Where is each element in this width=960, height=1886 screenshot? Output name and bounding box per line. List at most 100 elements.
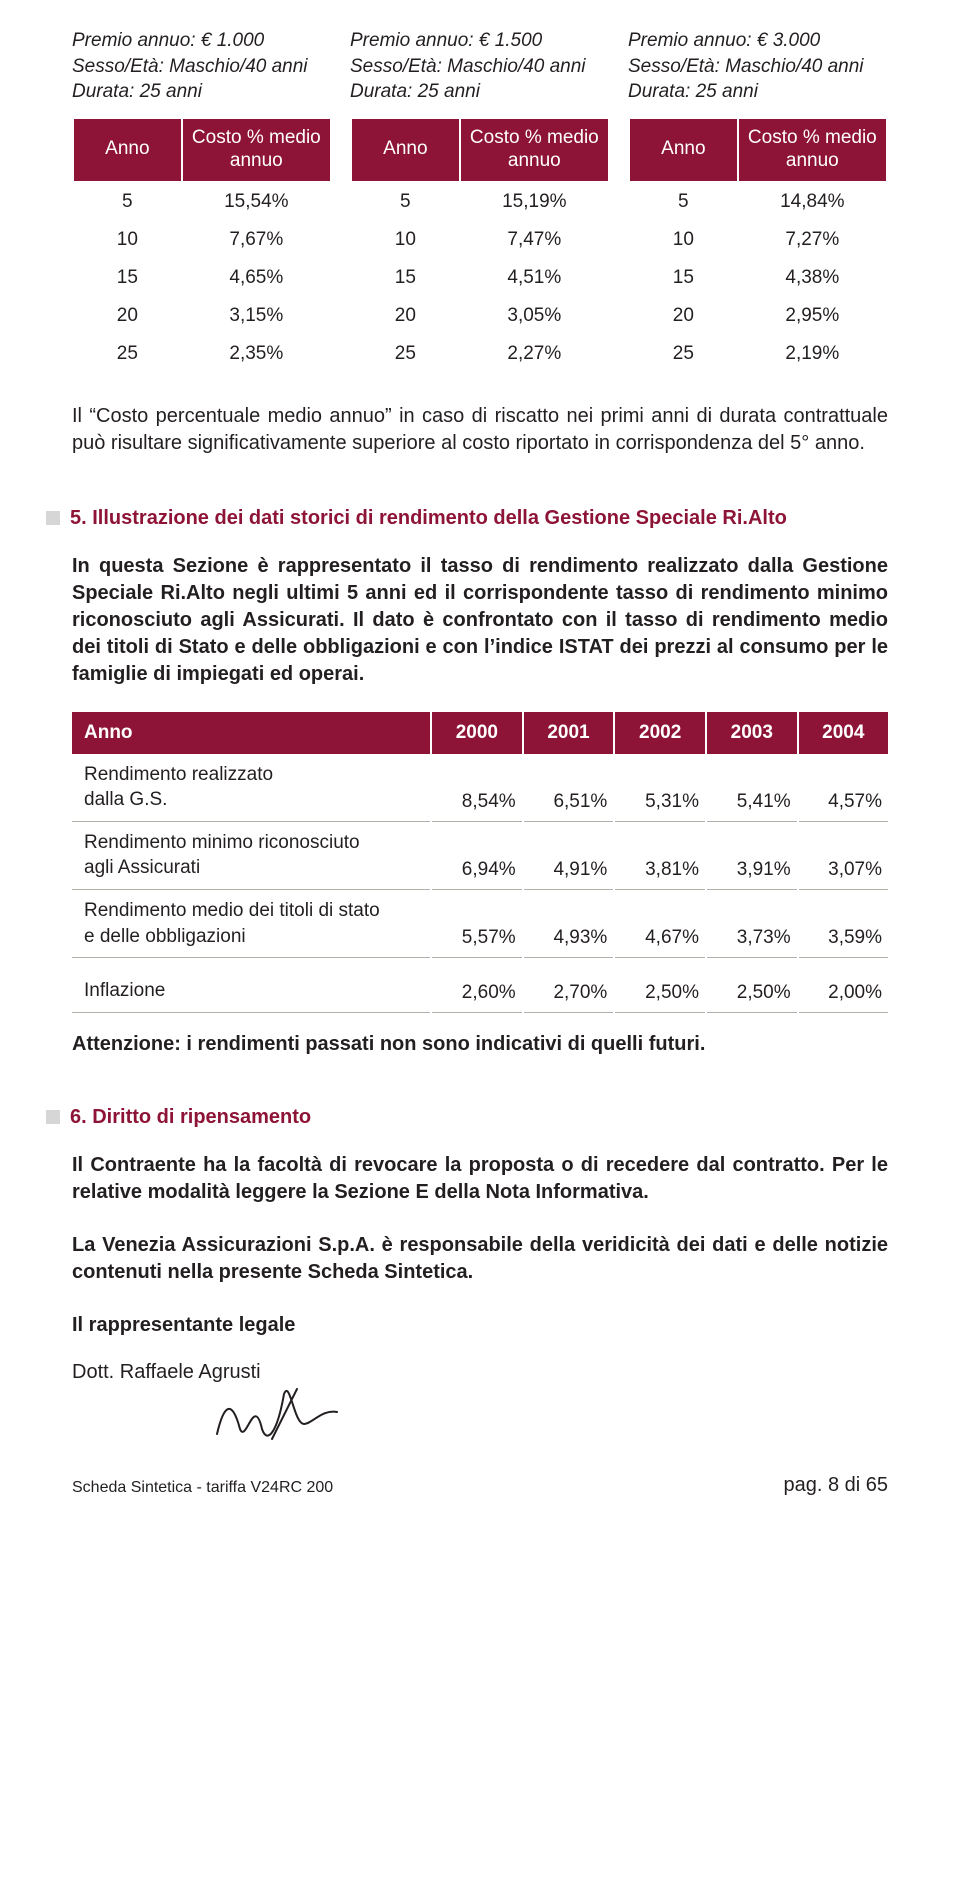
premio-block-2: Premio annuo: € 1.500 Sesso/Età: Maschio…	[350, 28, 610, 375]
cell: 5	[630, 185, 737, 219]
attenzione-text: Attenzione: i rendimenti passati non son…	[72, 1033, 888, 1056]
rend-row-label: Inflazione	[72, 970, 431, 1012]
cell: 2,35%	[183, 337, 330, 371]
cell: 15	[630, 261, 737, 295]
costo-paragraph: Il “Costo percentuale medio annuo” in ca…	[72, 403, 888, 457]
cell: 4,57%	[798, 754, 888, 822]
premio-th-anno: Anno	[630, 119, 737, 181]
section5-heading: 5. Illustrazione dei dati storici di ren…	[72, 505, 888, 531]
section6-paragraph1: Il Contraente ha la facoltà di revocare …	[72, 1152, 888, 1206]
premio-header: Premio annuo: € 3.000 Sesso/Età: Maschio…	[628, 28, 888, 105]
cell: 8,54%	[431, 754, 523, 822]
cell: 7,67%	[183, 223, 330, 257]
cell: 25	[630, 337, 737, 371]
premio-header: Premio annuo: € 1.000 Sesso/Età: Maschio…	[72, 28, 332, 105]
cell: 5	[74, 185, 181, 219]
premio-line1: Premio annuo: € 1.000	[72, 30, 264, 51]
cell: 2,95%	[739, 299, 886, 333]
cell: 10	[630, 223, 737, 257]
cell: 4,51%	[461, 261, 608, 295]
cell: 3,81%	[614, 821, 706, 889]
cell: 4,93%	[523, 890, 615, 958]
cell: 2,27%	[461, 337, 608, 371]
cell: 2,19%	[739, 337, 886, 371]
cell: 4,38%	[739, 261, 886, 295]
cell: 4,91%	[523, 821, 615, 889]
premio-block-1: Premio annuo: € 1.000 Sesso/Età: Maschio…	[72, 28, 332, 375]
footer-left: Scheda Sintetica - tariffa V24RC 200	[72, 1479, 333, 1497]
cell: 15,19%	[461, 185, 608, 219]
premio-th-anno: Anno	[352, 119, 459, 181]
rend-row-label: Rendimento minimo riconosciutoagli Assic…	[72, 821, 431, 889]
premio-table-2: Anno Costo % medio annuo 515,19% 107,47%…	[350, 115, 610, 375]
premio-line1: Premio annuo: € 3.000	[628, 30, 820, 51]
premio-th-anno: Anno	[74, 119, 181, 181]
cell: 10	[74, 223, 181, 257]
cell: 25	[74, 337, 181, 371]
cell: 2,60%	[431, 970, 523, 1012]
cell: 2,50%	[706, 970, 798, 1012]
page-footer: Scheda Sintetica - tariffa V24RC 200 pag…	[72, 1474, 888, 1497]
signature-block: Dott. Raffaele Agrusti	[72, 1361, 888, 1444]
premio-block-3: Premio annuo: € 3.000 Sesso/Età: Maschio…	[628, 28, 888, 375]
cell: 3,73%	[706, 890, 798, 958]
premio-line2: Sesso/Età: Maschio/40 anni	[72, 56, 308, 77]
footer-right: pag. 8 di 65	[783, 1474, 888, 1497]
premio-table-3: Anno Costo % medio annuo 514,84% 107,27%…	[628, 115, 888, 375]
section5-paragraph: In questa Sezione è rappresentato il tas…	[72, 553, 888, 688]
rend-th-year: 2003	[706, 712, 798, 754]
cell: 25	[352, 337, 459, 371]
cell: 15,54%	[183, 185, 330, 219]
premio-line2: Sesso/Età: Maschio/40 anni	[350, 56, 586, 77]
section5-title: 5. Illustrazione dei dati storici di ren…	[70, 505, 787, 531]
rend-row-label: Rendimento medio dei titoli di statoe de…	[72, 890, 431, 958]
premio-th-costo: Costo % medio annuo	[739, 119, 886, 181]
cell: 3,91%	[706, 821, 798, 889]
premio-line2: Sesso/Età: Maschio/40 anni	[628, 56, 864, 77]
bullet-icon	[46, 511, 60, 525]
premio-header: Premio annuo: € 1.500 Sesso/Età: Maschio…	[350, 28, 610, 105]
cell: 5	[352, 185, 459, 219]
section6-title: 6. Diritto di ripensamento	[70, 1104, 311, 1130]
cell: 14,84%	[739, 185, 886, 219]
rend-th-year: 2002	[614, 712, 706, 754]
cell: 4,67%	[614, 890, 706, 958]
section6-heading: 6. Diritto di ripensamento	[72, 1104, 888, 1130]
rend-th-year: 2000	[431, 712, 523, 754]
cell: 6,51%	[523, 754, 615, 822]
premio-table-1: Anno Costo % medio annuo 515,54% 107,67%…	[72, 115, 332, 375]
cell: 3,59%	[798, 890, 888, 958]
cell: 7,27%	[739, 223, 886, 257]
rend-th-anno: Anno	[72, 712, 431, 754]
cell: 20	[352, 299, 459, 333]
representative-name: Dott. Raffaele Agrusti	[72, 1361, 261, 1383]
cell: 5,41%	[706, 754, 798, 822]
cell: 2,70%	[523, 970, 615, 1012]
signature-icon	[212, 1384, 342, 1444]
gap-cell	[72, 958, 888, 971]
cell: 2,00%	[798, 970, 888, 1012]
cell: 3,05%	[461, 299, 608, 333]
cell: 3,07%	[798, 821, 888, 889]
premio-line3: Durata: 25 anni	[628, 81, 758, 102]
premio-line3: Durata: 25 anni	[350, 81, 480, 102]
cell: 10	[352, 223, 459, 257]
premio-line3: Durata: 25 anni	[72, 81, 202, 102]
cell: 4,65%	[183, 261, 330, 295]
cell: 20	[74, 299, 181, 333]
cell: 2,50%	[614, 970, 706, 1012]
cell: 5,31%	[614, 754, 706, 822]
cell: 6,94%	[431, 821, 523, 889]
section6-paragraph2: La Venezia Assicurazioni S.p.A. è respon…	[72, 1232, 888, 1286]
cell: 7,47%	[461, 223, 608, 257]
rend-th-year: 2001	[523, 712, 615, 754]
bullet-icon	[46, 1110, 60, 1124]
cell: 20	[630, 299, 737, 333]
rendimento-table: Anno 2000 2001 2002 2003 2004 Rendimento…	[72, 712, 888, 1013]
rend-row-label: Rendimento realizzatodalla G.S.	[72, 754, 431, 822]
premio-line1: Premio annuo: € 1.500	[350, 30, 542, 51]
premio-th-costo: Costo % medio annuo	[461, 119, 608, 181]
representative-label: Il rappresentante legale	[72, 1312, 888, 1339]
cell: 15	[74, 261, 181, 295]
cell: 5,57%	[431, 890, 523, 958]
